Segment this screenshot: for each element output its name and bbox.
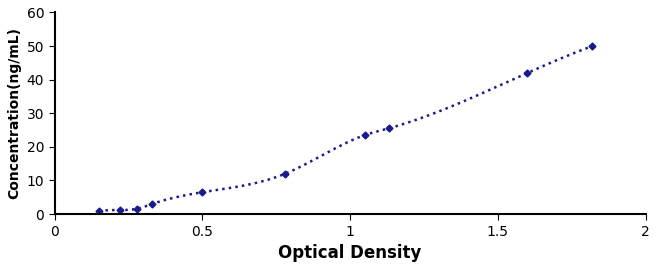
Y-axis label: Concentration(ng/mL): Concentration(ng/mL) xyxy=(7,27,21,199)
X-axis label: Optical Density: Optical Density xyxy=(279,244,422,262)
